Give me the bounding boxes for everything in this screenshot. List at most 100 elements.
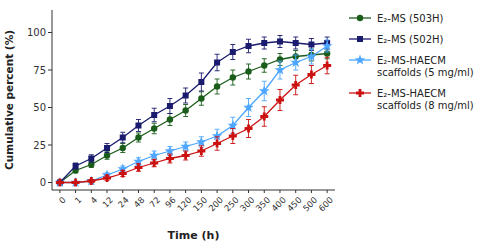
x-tick <box>264 190 265 193</box>
error-bar-cap <box>309 49 314 50</box>
error-bar-cap <box>167 113 172 114</box>
x-tick-label: 48 <box>132 195 147 210</box>
error-bar-cap <box>152 123 157 124</box>
x-tick <box>154 190 155 193</box>
error-bar-cap <box>309 49 314 50</box>
error-bar-cap <box>167 125 172 126</box>
error-bar-cap <box>293 50 298 51</box>
error-bar-cap <box>246 79 251 80</box>
error-bar <box>215 79 220 94</box>
error-bar-cap <box>309 83 314 84</box>
x-tick <box>311 190 312 193</box>
error-bar <box>152 123 157 134</box>
error-bar-cap <box>215 150 220 151</box>
error-bar-cap <box>262 49 267 50</box>
error-bar-cap <box>215 54 220 55</box>
x-tick-label: 350 <box>254 195 273 214</box>
x-tick-label: 120 <box>175 195 194 214</box>
data-point <box>104 145 110 151</box>
y-tick-label: 75 <box>33 65 46 76</box>
error-bar-cap <box>246 39 251 40</box>
error-bar-cap <box>105 159 110 160</box>
error-bar <box>167 114 172 126</box>
error-bar-cap <box>230 117 235 118</box>
data-point <box>135 134 141 140</box>
error-bar-cap <box>277 89 282 90</box>
legend-marker <box>355 55 365 65</box>
x-tick <box>201 190 202 193</box>
series-line <box>60 54 327 183</box>
y-axis-label: Cumulative percent (%) <box>3 30 15 170</box>
data-point <box>165 146 175 156</box>
data-point <box>214 83 220 89</box>
error-bar-cap <box>262 81 267 82</box>
error-bar <box>230 70 235 85</box>
error-bar-cap <box>183 151 188 152</box>
data-point <box>150 159 158 167</box>
legend: E₂-MS (503H)E₂-MS (502H)E₂-MS-HAECMscaff… <box>349 13 474 111</box>
y-tick <box>48 145 52 146</box>
error-bar-cap <box>262 72 267 73</box>
error-bar-cap <box>277 79 282 80</box>
data-point <box>70 177 80 187</box>
error-bar <box>309 39 314 51</box>
error-bar-cap <box>167 113 172 114</box>
error-bar-cap <box>262 58 267 59</box>
data-point <box>88 161 94 167</box>
data-point <box>149 150 159 160</box>
error-bar-cap <box>325 73 330 74</box>
data-point <box>245 68 251 74</box>
data-point <box>261 40 267 46</box>
error-bar-cap <box>262 106 267 107</box>
y-tick-label: 50 <box>33 102 46 113</box>
error-bar-cap <box>105 152 110 153</box>
error-bar-cap <box>152 133 157 134</box>
error-bar-cap <box>120 143 125 144</box>
error-bar-cap <box>277 53 282 54</box>
x-tick <box>327 190 328 193</box>
data-point <box>120 145 126 151</box>
error-bar <box>262 37 267 49</box>
x-tick-label: 200 <box>206 195 225 214</box>
error-bar <box>293 37 298 49</box>
data-point <box>260 113 268 121</box>
error-bar-cap <box>230 143 235 144</box>
series <box>57 48 331 185</box>
error-bar-cap <box>293 55 298 56</box>
x-tick <box>232 190 233 193</box>
error-bar <box>246 64 251 79</box>
x-tick <box>122 190 123 193</box>
error-bar-cap <box>277 35 282 36</box>
error-bar-cap <box>230 59 235 60</box>
x-tick <box>295 190 296 193</box>
error-bar-cap <box>309 65 314 66</box>
error-bar-cap <box>293 94 298 95</box>
error-bar-cap <box>120 152 125 153</box>
error-bar-cap <box>167 163 172 164</box>
data-point <box>73 163 79 169</box>
data-point <box>183 93 189 99</box>
error-bar-cap <box>183 151 188 152</box>
data-point <box>88 156 94 162</box>
y-tick-label: 0 <box>40 177 46 188</box>
x-tick <box>107 190 108 193</box>
error-bar <box>230 45 235 60</box>
error-bar-cap <box>199 91 204 92</box>
error-bar <box>89 162 94 168</box>
data-point <box>151 112 157 118</box>
error-bar-cap <box>309 64 314 65</box>
error-bar-cap <box>246 137 251 138</box>
x-tick-label: 150 <box>191 195 210 214</box>
error-bar-cap <box>246 119 251 120</box>
error-bar <box>105 152 110 160</box>
error-bar-cap <box>246 52 251 53</box>
error-bar <box>199 73 204 91</box>
data-point <box>213 140 221 148</box>
x-tick-label: 4 <box>88 195 99 206</box>
error-bar <box>183 105 188 117</box>
y-tick <box>48 107 52 108</box>
error-bar-cap <box>183 88 188 89</box>
x-tick-label: 72 <box>147 195 162 210</box>
x-tick-label: 24 <box>116 195 131 210</box>
error-bar-cap <box>89 154 94 155</box>
